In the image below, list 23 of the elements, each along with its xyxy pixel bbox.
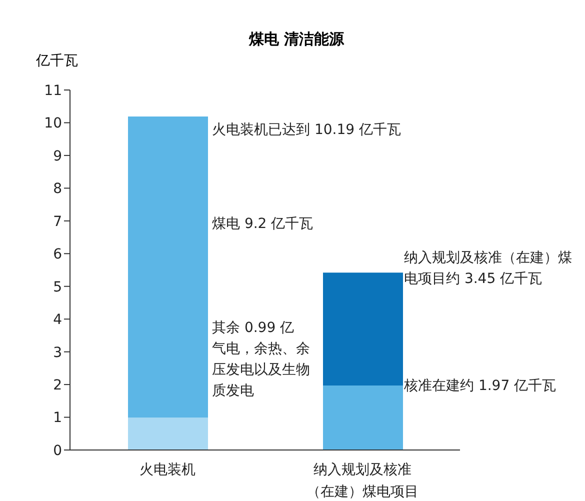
- y-tick-label: 10: [44, 116, 62, 132]
- y-tick-label: 4: [53, 312, 62, 328]
- annotation: 纳入规划及核准（在建）煤电项目约 3.45 亿千瓦: [404, 249, 572, 289]
- y-tick-label: 8: [53, 181, 62, 198]
- y-tick-label: 3: [53, 344, 62, 361]
- y-tick-label: 6: [53, 246, 62, 263]
- y-tick-label: 2: [53, 378, 62, 394]
- y-tick-label: 9: [53, 148, 62, 164]
- y-tick-label: 5: [53, 279, 62, 296]
- y-tick-label: 1: [53, 410, 62, 426]
- x-tick-label: 火电装机: [140, 462, 196, 478]
- y-axis-title: 亿千瓦: [36, 52, 78, 70]
- annotation: 煤电 9.2 亿千瓦: [212, 215, 314, 234]
- y-tick-label: 11: [44, 82, 62, 99]
- annotation: 火电装机已达到 10.19 亿千瓦: [212, 121, 401, 140]
- y-tick-label: 0: [53, 442, 62, 459]
- annotation: 核准在建约 1.97 亿千瓦: [404, 377, 556, 396]
- annotation: 其余 0.99 亿气电，余热、余压发电以及生物质发电: [212, 319, 310, 401]
- chart-title: 煤电 清洁能源: [248, 30, 346, 49]
- y-tick-label: 7: [53, 214, 62, 230]
- bar: [128, 418, 208, 450]
- bar: [323, 272, 403, 386]
- x-tick-label: 纳入规划及核准（在建）煤电项目: [306, 462, 418, 500]
